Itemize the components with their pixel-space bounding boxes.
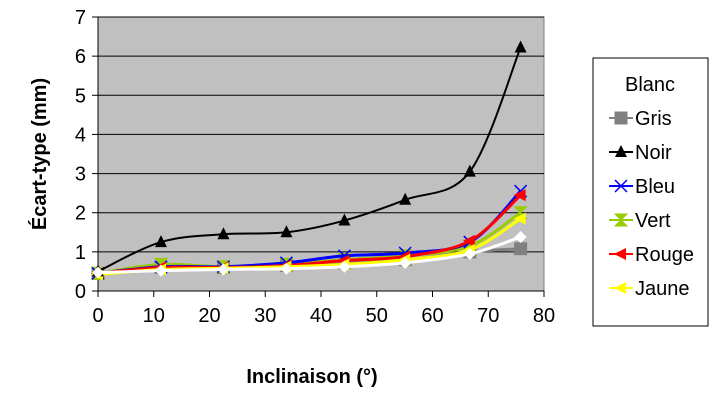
- legend-marker-rouge: [614, 248, 626, 260]
- legend-item-noir: Noir: [609, 142, 672, 164]
- y-tick-label: 5: [75, 85, 86, 107]
- legend-marker-bleu: [614, 179, 628, 193]
- point-blanc: [280, 262, 293, 275]
- x-tick-label: 70: [477, 305, 499, 327]
- point-blanc: [154, 264, 167, 277]
- legend-marker-jaune: [614, 282, 626, 294]
- series: [90, 40, 528, 281]
- legend-label-vert: Vert: [635, 210, 671, 232]
- point-blanc: [92, 266, 104, 279]
- point-rouge: [513, 189, 526, 202]
- legend-label-bleu: Bleu: [635, 176, 675, 198]
- y-axis-label: Écart-type (mm): [28, 78, 51, 230]
- point-noir: [399, 192, 412, 205]
- legend-label-blanc: Blanc: [625, 74, 675, 96]
- point-rouge: [462, 234, 475, 247]
- y-tick-label: 6: [75, 46, 86, 68]
- legend-item-rouge: Rouge: [609, 244, 694, 266]
- y-tick-label: 1: [75, 242, 86, 264]
- point-jaune: [513, 212, 526, 225]
- point-bleu: [337, 249, 351, 263]
- point-blanc: [399, 256, 412, 269]
- point-noir: [514, 40, 527, 53]
- point-blanc: [463, 247, 476, 260]
- point-blanc: [338, 260, 351, 273]
- legend-marker-vert: [613, 213, 629, 227]
- point-gris: [514, 242, 528, 256]
- point-blanc: [514, 230, 527, 243]
- series-blanc: [92, 230, 527, 279]
- point-noir: [154, 235, 167, 248]
- legend-marker-gris: [614, 111, 628, 125]
- x-tick-label: 50: [366, 305, 388, 327]
- x-tick-label: 40: [310, 305, 332, 327]
- point-noir: [463, 164, 476, 177]
- legend-label-gris: Gris: [635, 108, 672, 130]
- legend-item-bleu: Bleu: [609, 176, 675, 198]
- y-tick-label: 3: [75, 164, 86, 186]
- point-bleu: [514, 184, 528, 198]
- x-tick-label: 10: [143, 305, 165, 327]
- legend-marker-noir: [615, 145, 627, 157]
- point-noir: [217, 227, 230, 240]
- x-tick-label: 20: [198, 305, 220, 327]
- legend-item-gris: Gris: [609, 108, 672, 130]
- y-tick-label: 0: [75, 281, 86, 303]
- y-tick-label: 7: [75, 7, 86, 29]
- x-tick-label: 0: [92, 305, 103, 327]
- legend-item-jaune: Jaune: [609, 278, 690, 300]
- legend-item-blanc: Blanc: [609, 74, 675, 96]
- legend: Blanc Gris Noir Bleu Vert Rouge Jaune: [592, 57, 709, 327]
- series-line-blanc: [97, 235, 522, 275]
- y-tick-label: 4: [75, 124, 86, 146]
- point-noir: [280, 225, 293, 238]
- legend-label-noir: Noir: [635, 142, 672, 164]
- point-noir: [338, 213, 351, 226]
- x-tick-label: 60: [421, 305, 443, 327]
- x-tick-label: 80: [533, 305, 555, 327]
- legend-label-jaune: Jaune: [635, 278, 690, 300]
- x-tick-label: 30: [254, 305, 276, 327]
- legend-item-vert: Vert: [609, 210, 671, 232]
- legend-label-rouge: Rouge: [635, 244, 694, 266]
- y-tick-label: 2: [75, 203, 86, 225]
- x-axis-label: Inclinaison (°): [246, 366, 377, 388]
- point-blanc: [217, 263, 230, 276]
- legend-marker-blanc: [615, 78, 627, 90]
- legend-box: [592, 57, 709, 327]
